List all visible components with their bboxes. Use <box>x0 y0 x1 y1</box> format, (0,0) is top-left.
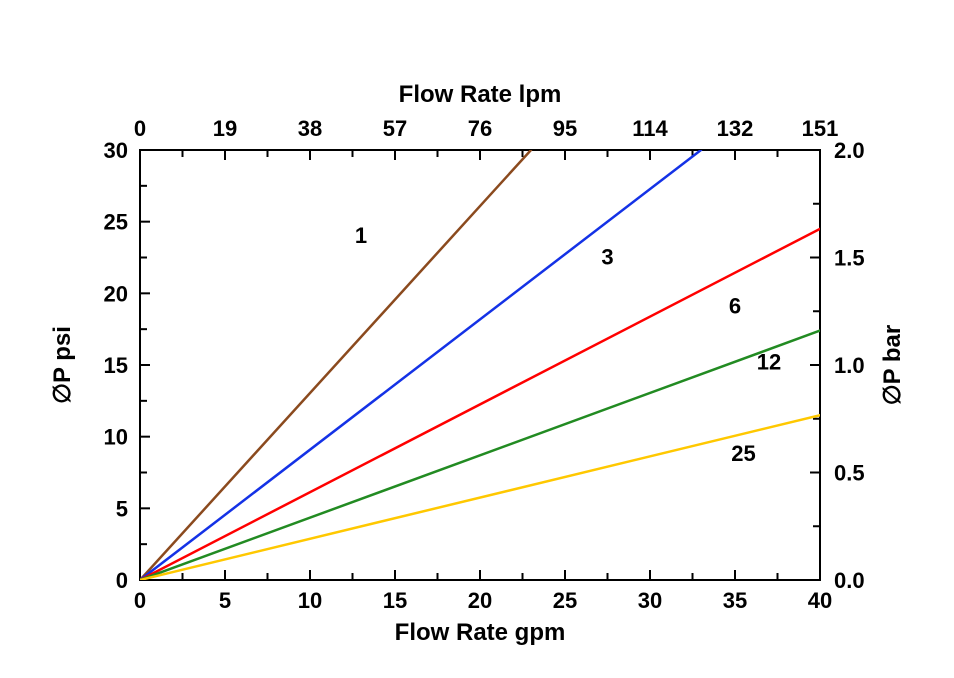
y-left-tick-label: 25 <box>104 210 128 235</box>
y-right-tick-label: 0.0 <box>834 568 865 593</box>
y-left-tick-label: 20 <box>104 281 128 306</box>
x-bottom-tick-label: 35 <box>723 588 747 613</box>
x-bottom-tick-label: 15 <box>383 588 407 613</box>
y-left-tick-label: 5 <box>116 496 128 521</box>
flow-pressure-chart: 0510152025303540Flow Rate gpm01938577695… <box>0 0 954 678</box>
y-right-tick-label: 1.5 <box>834 246 865 271</box>
x-bottom-tick-label: 40 <box>808 588 832 613</box>
x-top-tick-label: 95 <box>553 116 577 141</box>
series-label: 3 <box>601 245 613 270</box>
x-bottom-title: Flow Rate gpm <box>395 619 566 646</box>
y-right-tick-label: 0.5 <box>834 461 865 486</box>
y-left-title: ∅P psi <box>49 326 76 404</box>
series-label: 12 <box>757 349 781 374</box>
x-top-tick-label: 76 <box>468 116 492 141</box>
x-top-tick-label: 38 <box>298 116 322 141</box>
x-top-tick-label: 57 <box>383 116 407 141</box>
x-top-title: Flow Rate lpm <box>399 81 562 108</box>
y-right-tick-label: 1.0 <box>834 353 865 378</box>
x-bottom-tick-label: 20 <box>468 588 492 613</box>
y-left-tick-label: 10 <box>104 425 128 450</box>
x-top-tick-label: 151 <box>802 116 839 141</box>
x-top-tick-label: 132 <box>717 116 754 141</box>
x-bottom-tick-label: 25 <box>553 588 577 613</box>
y-left-tick-label: 0 <box>116 568 128 593</box>
x-bottom-tick-label: 0 <box>134 588 146 613</box>
y-left-tick-label: 30 <box>104 138 128 163</box>
y-left-tick-label: 15 <box>104 353 128 378</box>
y-right-title: ∅P bar <box>879 325 906 406</box>
series-label: 1 <box>355 223 367 248</box>
x-top-tick-label: 0 <box>134 116 146 141</box>
chart-svg: 0510152025303540Flow Rate gpm01938577695… <box>0 0 954 678</box>
series-label: 6 <box>729 293 741 318</box>
series-label: 25 <box>731 441 755 466</box>
x-bottom-tick-label: 10 <box>298 588 322 613</box>
x-bottom-tick-label: 30 <box>638 588 662 613</box>
x-bottom-tick-label: 5 <box>219 588 231 613</box>
x-top-tick-label: 19 <box>213 116 237 141</box>
x-top-tick-label: 114 <box>632 116 668 141</box>
y-right-tick-label: 2.0 <box>834 138 865 163</box>
